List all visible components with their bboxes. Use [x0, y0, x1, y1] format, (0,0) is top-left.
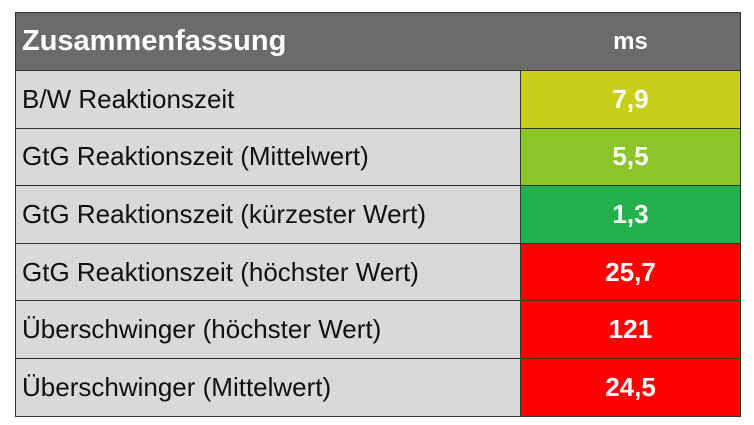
header-unit: ms — [613, 27, 648, 55]
table-row: GtG Reaktionszeit (kürzester Wert) 1,3 — [16, 185, 740, 243]
row-label: Überschwinger (Mittelwert) — [16, 358, 521, 416]
table-row: GtG Reaktionszeit (höchster Wert) 25,7 — [16, 242, 740, 301]
header-title: Zusammenfassung — [22, 25, 287, 57]
table-row: B/W Reaktionszeit 7,9 — [16, 70, 740, 128]
row-value: 24,5 — [521, 358, 740, 416]
row-label: GtG Reaktionszeit (höchster Wert) — [16, 243, 521, 301]
summary-table: Zusammenfassung ms B/W Reaktionszeit 7,9… — [15, 12, 741, 417]
row-label: B/W Reaktionszeit — [16, 71, 521, 128]
row-value: 25,7 — [521, 243, 740, 301]
row-value: 121 — [521, 301, 740, 358]
table-row: GtG Reaktionszeit (Mittelwert) 5,5 — [16, 127, 740, 186]
row-value: 7,9 — [521, 71, 740, 128]
table-row: Überschwinger (Mittelwert) 24,5 — [16, 357, 740, 416]
row-label: GtG Reaktionszeit (kürzester Wert) — [16, 186, 521, 243]
table-row: Überschwinger (höchster Wert) 121 — [16, 300, 740, 358]
row-label: Überschwinger (höchster Wert) — [16, 301, 521, 358]
row-value: 5,5 — [521, 128, 740, 186]
row-value: 1,3 — [521, 186, 740, 243]
row-label: GtG Reaktionszeit (Mittelwert) — [16, 128, 521, 186]
table-header-row: Zusammenfassung ms — [16, 13, 740, 70]
